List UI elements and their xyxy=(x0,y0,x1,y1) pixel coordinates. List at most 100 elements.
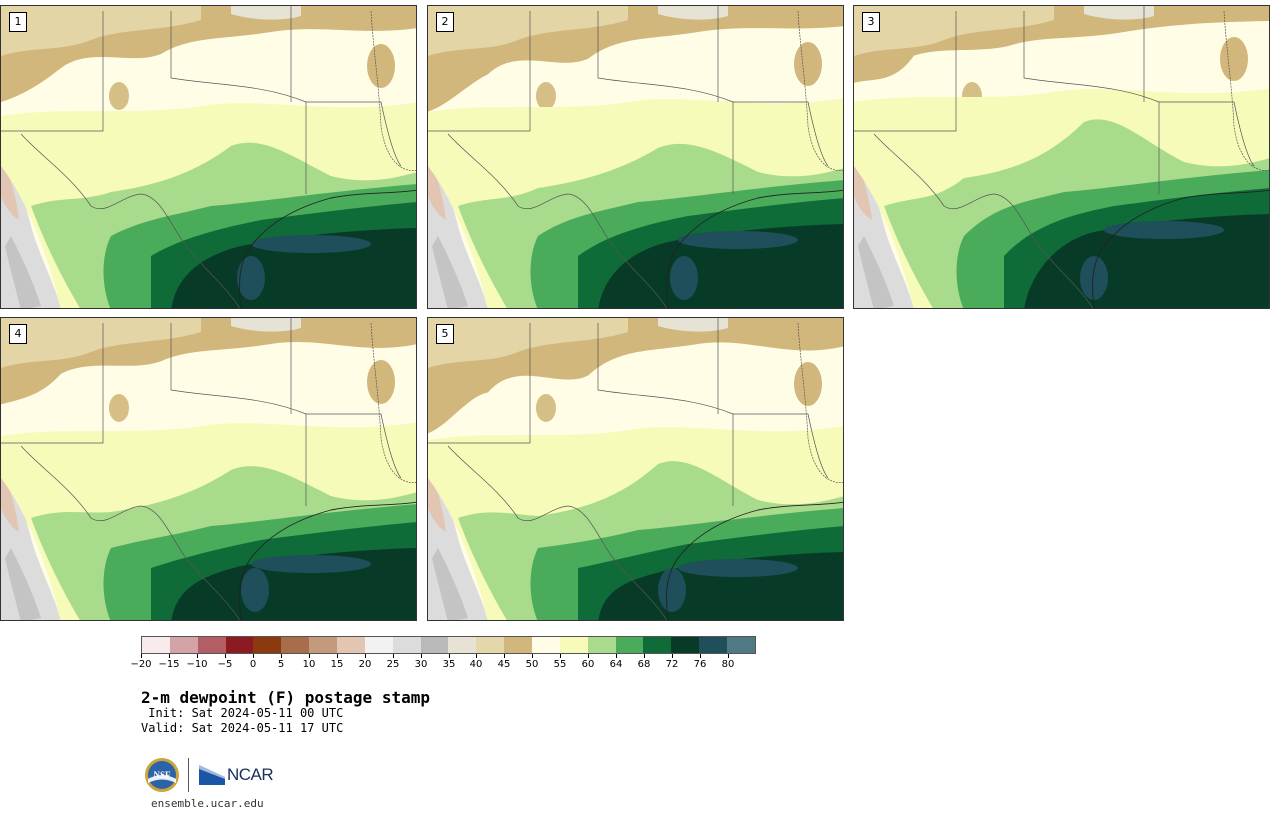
init-time: Init: Sat 2024-05-11 00 UTC xyxy=(141,706,344,720)
colorbar-swatch xyxy=(476,637,505,653)
state-border xyxy=(733,101,829,167)
dry-air-region xyxy=(231,6,301,20)
colorbar-tick-label: 0 xyxy=(249,659,257,670)
state-border xyxy=(428,11,531,132)
moist-76-patch xyxy=(251,235,371,253)
colorbar-tick-label: 10 xyxy=(302,659,316,670)
colorbar-tick xyxy=(588,654,589,658)
colorbar-tick-label: 50 xyxy=(525,659,539,670)
dry-air-patch xyxy=(794,362,822,406)
colorbar-tick xyxy=(672,654,673,658)
moist-76-patch xyxy=(251,555,371,573)
colorbar-swatch xyxy=(504,637,533,653)
coastline xyxy=(666,189,843,308)
dry-air-region xyxy=(231,318,301,332)
moist-76-patch xyxy=(670,256,698,300)
colorbar-swatch xyxy=(559,637,588,653)
dewpoint-map-1 xyxy=(1,6,416,308)
dry-air-patch xyxy=(367,360,395,404)
colorbar-swatch xyxy=(337,637,365,653)
moist-76-patch xyxy=(658,568,686,612)
dry-air-region xyxy=(658,6,728,20)
member-number-label: 4 xyxy=(9,324,27,344)
member-number-label: 1 xyxy=(9,12,27,32)
colorbar-tick-label: −20 xyxy=(130,659,152,670)
ensemble-member-panel-4: 4 xyxy=(0,317,417,621)
dewpoint-map-3 xyxy=(854,6,1269,308)
colorbar-swatch xyxy=(532,637,560,653)
site-url: ensemble.ucar.edu xyxy=(151,797,264,810)
page-title: 2-m dewpoint (F) postage stamp xyxy=(141,688,430,707)
colorbar-swatch xyxy=(225,637,254,653)
ensemble-member-panel-3: 3 xyxy=(853,5,1270,309)
colorbar-tick-label: −10 xyxy=(186,659,208,670)
colorbar-tick xyxy=(421,654,422,658)
dry-air-patch xyxy=(536,82,556,110)
state-border xyxy=(170,323,307,506)
member-number-label: 2 xyxy=(436,12,454,32)
colorbar-swatch xyxy=(448,637,477,653)
dewpoint-map-4 xyxy=(1,318,416,620)
colorbar-tick xyxy=(700,654,701,658)
valid-time: Valid: Sat 2024-05-11 17 UTC xyxy=(141,721,344,735)
dry-air-region xyxy=(428,318,628,368)
ncar-logo-icon xyxy=(199,765,225,785)
state-border xyxy=(597,11,734,194)
colorbar-tick-label: 20 xyxy=(358,659,372,670)
moist-76-patch xyxy=(678,231,798,249)
colorbar-swatch xyxy=(699,637,728,653)
dry-air-region xyxy=(854,6,1054,56)
state-border xyxy=(597,323,734,506)
state-border xyxy=(1,11,104,132)
nsf-logo-icon: NSF xyxy=(145,758,179,792)
member-number-label: 5 xyxy=(436,324,454,344)
ensemble-member-panel-5: 5 xyxy=(427,317,844,621)
dry-air-region xyxy=(428,6,628,56)
colorbar-tick xyxy=(141,654,142,658)
nsf-logo-text: NSF xyxy=(153,770,171,780)
dry-air-patch xyxy=(109,394,129,422)
dewpoint-colorbar xyxy=(141,636,756,654)
moist-76-patch xyxy=(237,256,265,300)
colorbar-tick-label: 80 xyxy=(721,659,735,670)
colorbar-tick xyxy=(616,654,617,658)
colorbar-tick-labels: −20 −15 −10 −5 0 5 10 15 20 25 30 35 40 45 50 55 60 64 68 7… xyxy=(130,654,756,672)
ensemble-member-panel-2: 2 xyxy=(427,5,844,309)
colorbar-tick xyxy=(560,654,561,658)
dry-air-patch xyxy=(367,44,395,88)
state-border xyxy=(1,323,104,444)
colorbar-tick xyxy=(393,654,394,658)
dry-air-region xyxy=(1,318,201,368)
colorbar-swatch xyxy=(643,637,672,653)
colorbar-tick xyxy=(449,654,450,658)
moist-76-patch xyxy=(1080,256,1108,300)
colorbar-tick-label: 76 xyxy=(693,659,707,670)
colorbar-swatch xyxy=(392,637,421,653)
colorbar-swatch xyxy=(197,637,226,653)
mountain-dry-region xyxy=(858,236,894,308)
colorbar-tick-label: 64 xyxy=(609,659,623,670)
sponsor-logos: NSF NCAR xyxy=(144,757,274,793)
colorbar-tick-label: 25 xyxy=(386,659,400,670)
colorbar-swatch xyxy=(587,637,616,653)
colorbar-swatch xyxy=(615,637,644,653)
colorbar-tick-label: 35 xyxy=(442,659,456,670)
colorbar-tick-label: 55 xyxy=(553,659,567,670)
colorbar-tick-label: 40 xyxy=(469,659,483,670)
river-border xyxy=(797,10,843,171)
coastline xyxy=(1092,189,1269,308)
state-border xyxy=(733,413,829,479)
colorbar-tick-label: 45 xyxy=(497,659,511,670)
mountain-dry-region xyxy=(432,548,468,620)
state-border xyxy=(20,445,241,620)
colorbar-tick xyxy=(504,654,505,658)
colorbar-tick-label: 5 xyxy=(277,659,285,670)
coastline xyxy=(239,501,416,620)
logo-divider xyxy=(188,758,189,792)
dry-air-patch xyxy=(1220,37,1248,81)
colorbar-tick xyxy=(169,654,170,658)
coastline xyxy=(666,501,843,620)
dewpoint-map-5 xyxy=(428,318,843,620)
mountain-dry-region xyxy=(5,236,41,308)
colorbar-tick-label: −15 xyxy=(158,659,180,670)
